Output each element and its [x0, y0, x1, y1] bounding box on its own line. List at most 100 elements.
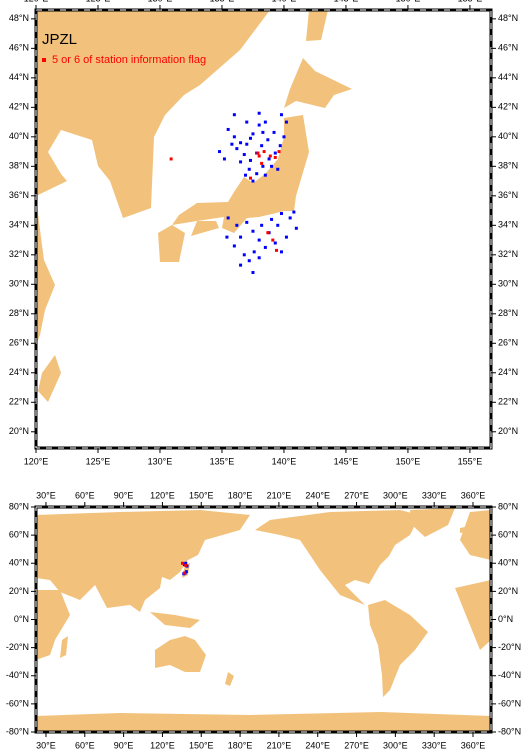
- y-tick-label: 44°N: [498, 72, 518, 82]
- x-tick-label: 135°E: [210, 0, 235, 3]
- station: [257, 256, 261, 260]
- station: [242, 153, 246, 157]
- station: [247, 259, 251, 263]
- station: [217, 150, 221, 154]
- land-top: [36, 10, 352, 402]
- x-tick-label: 135°E: [210, 456, 235, 466]
- station: [261, 130, 265, 134]
- y-tick-label: 48°N: [498, 13, 518, 23]
- y-tick-label: 36°N: [9, 190, 29, 200]
- station: [245, 142, 249, 146]
- station: [260, 223, 264, 227]
- flagged-station: [180, 561, 184, 565]
- station: [251, 179, 255, 183]
- x-tick-label: 360°E: [461, 740, 486, 750]
- x-tick-label: 360°E: [461, 490, 486, 500]
- y-tick-label: 36°N: [498, 190, 518, 200]
- y-tick-label: 0°N: [14, 614, 29, 624]
- station: [270, 217, 274, 221]
- station: [282, 135, 286, 139]
- flagged-station: [182, 571, 186, 575]
- y-tick-label: 40°N: [9, 131, 29, 141]
- station: [257, 123, 261, 127]
- y-tick-label: 40°N: [498, 131, 518, 141]
- y-tick-label: -80°N: [6, 726, 29, 736]
- y-tick-label: -80°N: [498, 726, 521, 736]
- x-tick-label: 155°E: [458, 456, 483, 466]
- y-tick-label: 80°N: [498, 501, 518, 511]
- y-tick-label: 32°N: [9, 249, 29, 259]
- station: [279, 212, 283, 216]
- station: [242, 253, 246, 257]
- x-tick-label: 120°E: [24, 0, 49, 3]
- station: [184, 561, 188, 565]
- flagged-station: [262, 150, 266, 154]
- x-tick-label: 300°E: [383, 490, 408, 500]
- y-tick-label: 42°N: [9, 102, 29, 112]
- y-tick-label: 38°N: [9, 161, 29, 171]
- x-tick-label: 150°E: [189, 490, 214, 500]
- station: [294, 226, 298, 230]
- y-tick-label: 20°N: [9, 586, 29, 596]
- x-tick-label: 140°E: [272, 456, 297, 466]
- x-tick-label: 60°E: [75, 740, 95, 750]
- y-tick-label: 30°N: [9, 279, 29, 289]
- flagged-station: [271, 238, 275, 242]
- y-tick-label: 28°N: [498, 308, 518, 318]
- station: [284, 235, 288, 239]
- y-tick-label: -40°N: [498, 670, 521, 680]
- station: [239, 235, 243, 239]
- x-tick-label: 330°E: [422, 740, 447, 750]
- x-tick-label: 210°E: [267, 490, 292, 500]
- y-tick-label: 34°N: [498, 220, 518, 230]
- station: [261, 164, 265, 168]
- map-frame-inner: [35, 9, 492, 449]
- y-tick-label: 48°N: [9, 13, 29, 23]
- y-tick-label: -20°N: [498, 642, 521, 652]
- station: [267, 157, 271, 161]
- station: [276, 167, 280, 171]
- station: [263, 120, 267, 124]
- y-tick-label: 38°N: [498, 161, 518, 171]
- y-tick-label: 44°N: [9, 72, 29, 82]
- x-tick-label: 210°E: [267, 740, 292, 750]
- x-tick-label: 330°E: [422, 490, 447, 500]
- y-tick-label: 28°N: [9, 308, 29, 318]
- station: [239, 160, 243, 164]
- station: [235, 147, 239, 151]
- station: [270, 164, 274, 168]
- x-tick-label: 130°E: [148, 456, 173, 466]
- map-title: JPZL: [42, 31, 77, 48]
- y-tick-label: -40°N: [6, 670, 29, 680]
- station: [255, 172, 259, 176]
- flagged-station: [248, 176, 252, 180]
- x-tick-label: 125°E: [86, 456, 111, 466]
- station: [279, 113, 283, 117]
- station: [276, 223, 280, 227]
- x-tick-label: 155°E: [458, 0, 483, 3]
- legend-marker: [42, 58, 46, 62]
- y-tick-label: -60°N: [6, 698, 29, 708]
- x-tick-label: 180°E: [228, 740, 253, 750]
- flagged-station: [260, 161, 264, 165]
- x-tick-label: 90°E: [114, 740, 134, 750]
- x-tick-label: 300°E: [383, 740, 408, 750]
- y-tick-label: 46°N: [498, 43, 518, 53]
- station: [225, 235, 229, 239]
- y-tick-label: 20°N: [498, 586, 518, 596]
- station: [244, 173, 248, 177]
- x-tick-label: 270°E: [344, 490, 369, 500]
- station: [232, 244, 236, 248]
- station: [266, 138, 270, 142]
- y-tick-label: 34°N: [9, 220, 29, 230]
- station: [232, 135, 236, 139]
- station: [226, 216, 230, 220]
- x-tick-label: 240°E: [305, 740, 330, 750]
- y-tick-label: 0°N: [498, 614, 513, 624]
- station: [263, 173, 267, 177]
- x-tick-label: 180°E: [228, 490, 253, 500]
- y-tick-label: 22°N: [9, 397, 29, 407]
- y-tick-label: 42°N: [498, 102, 518, 112]
